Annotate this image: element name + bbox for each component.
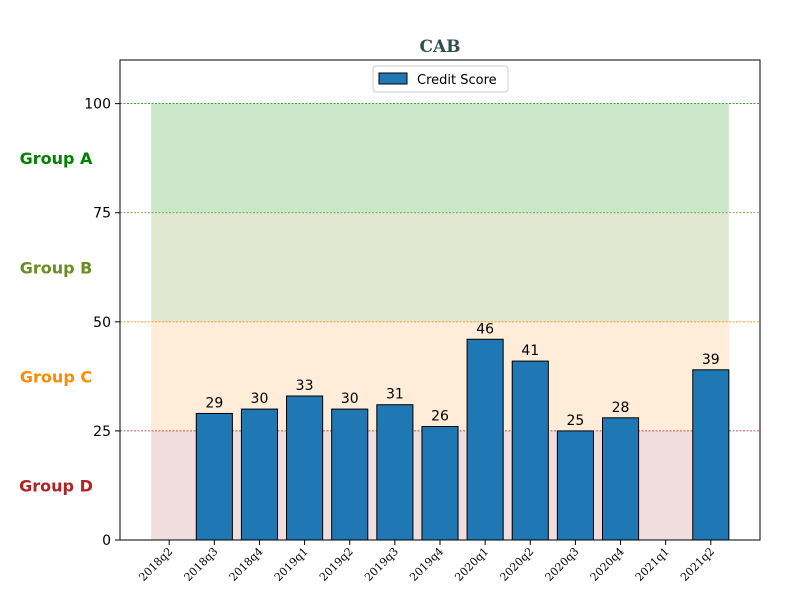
bar <box>601 417 640 541</box>
x-tick-label: 2019q4 <box>407 545 446 584</box>
x-tick-label: 2020q1 <box>452 545 491 584</box>
bar-labels: 29 30 33 30 31 26 46 41 25 28 39 <box>205 321 719 429</box>
y-tick-label: 0 <box>102 533 111 549</box>
bars <box>195 338 730 541</box>
y-tick-label: 75 <box>93 206 111 222</box>
x-tick-label: 2020q4 <box>588 545 627 584</box>
y-tick-label: 50 <box>93 315 111 331</box>
bar-label: 26 <box>431 409 449 425</box>
bar-label: 31 <box>386 387 404 403</box>
bar-label: 33 <box>296 378 314 394</box>
x-tick-label: 2020q3 <box>543 545 582 584</box>
bar <box>331 408 369 541</box>
band-group-b <box>151 212 729 322</box>
x-tick-label: 2019q1 <box>272 545 311 584</box>
bar <box>511 360 549 541</box>
chart-title: CAB <box>419 37 460 57</box>
group-labels: Group A Group B Group C Group D <box>19 149 93 495</box>
group-label: Group A <box>20 149 93 168</box>
bar-label: 30 <box>251 391 269 407</box>
bar <box>466 338 504 541</box>
bar-label: 46 <box>476 321 494 337</box>
bar-label: 25 <box>566 413 584 429</box>
x-tick-label: 2018q4 <box>227 545 266 584</box>
x-tick-label: 2018q3 <box>182 545 221 584</box>
y-axis: 0 25 50 75 100 <box>84 97 120 549</box>
legend-label: Credit Score <box>417 73 497 88</box>
x-tick-label: 2021q1 <box>633 545 672 584</box>
legend: Credit Score <box>372 65 509 93</box>
y-tick-label: 25 <box>93 424 111 440</box>
group-label: Group D <box>19 476 93 495</box>
bar-label: 29 <box>205 395 223 411</box>
x-axis: 2018q2 2018q3 2018q4 2019q1 2019q2 2019q3 2019… <box>136 540 717 584</box>
x-tick-label: 2021q2 <box>678 545 717 584</box>
legend-swatch <box>378 72 408 85</box>
group-label: Group B <box>20 258 93 277</box>
y-tick-label: 100 <box>84 97 111 113</box>
bar <box>195 412 233 541</box>
bar <box>556 430 594 541</box>
bar <box>286 395 324 541</box>
group-label: Group C <box>20 367 92 386</box>
bar <box>421 426 459 541</box>
x-tick-label: 2018q2 <box>136 545 175 584</box>
bar <box>240 408 279 541</box>
x-tick-label: 2019q3 <box>362 545 401 584</box>
bar-label: 30 <box>341 391 359 407</box>
band-group-a <box>151 103 729 213</box>
bar-label: 41 <box>521 343 539 359</box>
bar <box>692 369 730 541</box>
bar <box>376 404 414 541</box>
bar-label: 39 <box>702 352 720 368</box>
bar-label: 28 <box>612 400 630 416</box>
x-tick-label: 2020q2 <box>497 545 536 584</box>
x-tick-label: 2019q2 <box>317 545 356 584</box>
